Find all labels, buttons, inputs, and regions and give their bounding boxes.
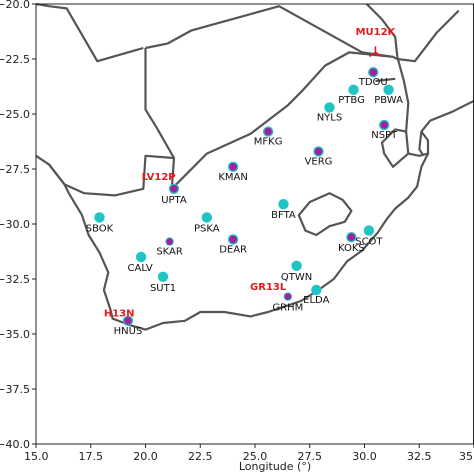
station-marker-cyan	[157, 271, 169, 282]
x-tick-label: 35	[459, 450, 473, 463]
station-label: SCOT	[355, 237, 383, 248]
y-tick-label: −27.5	[0, 163, 30, 176]
station-label: DEAR	[219, 244, 247, 255]
station-label: TDOU	[358, 77, 388, 88]
station-label: VERG	[305, 156, 333, 167]
country-border	[48, 154, 175, 197]
country-border	[144, 48, 176, 189]
station-label: SUT1	[150, 283, 176, 294]
station-label: KOKS	[338, 243, 365, 254]
highlight-marker	[369, 51, 376, 58]
station-marker-cyan	[201, 212, 213, 223]
country-border	[171, 51, 394, 190]
station-marker-cyan	[311, 284, 322, 296]
station-label-layer: TDOU PTBG PBWA NYLS NSPT MFKG VERG KMAN UPTA BFTA…	[86, 27, 403, 337]
station-marker-magenta	[229, 235, 237, 244]
country-border	[392, 9, 460, 63]
station-label: PSKA	[194, 223, 220, 234]
x-tick-label: 20.0	[133, 450, 158, 463]
station-marker-cyan	[94, 212, 105, 223]
station-marker-magenta	[166, 238, 173, 245]
x-axis-title: Longitude (°)	[239, 460, 311, 473]
station-marker-magenta	[369, 68, 378, 76]
y-tick-label: −35.0	[0, 328, 30, 341]
country-border	[35, 2, 144, 63]
station-label: ELDA	[303, 295, 329, 306]
station-marker-layer	[94, 46, 394, 326]
y-tick-label: −20.0	[0, 0, 30, 11]
station-marker-magenta	[284, 293, 292, 300]
coastline	[35, 99, 474, 331]
station-label: SKAR	[156, 247, 183, 258]
station-marker-magenta	[124, 317, 132, 325]
station-marker-magenta	[264, 127, 272, 136]
y-tick-label: −30.0	[0, 218, 30, 231]
station-label: PTBG	[338, 95, 365, 106]
station-label: UPTA	[161, 195, 187, 206]
country-border	[380, 128, 410, 168]
station-label: BFTA	[271, 210, 296, 221]
x-tick-label: 15.0	[24, 450, 49, 463]
x-tick-label: 25.0	[243, 450, 268, 463]
highlight-station-label: LV12P	[142, 172, 176, 183]
x-tick-label: 30.0	[352, 450, 377, 463]
station-label: NSPT	[371, 130, 398, 141]
station-marker-cyan	[291, 260, 302, 271]
station-marker-magenta	[229, 163, 237, 171]
station-label: CALV	[128, 263, 153, 274]
highlight-station-label: GR13L	[250, 282, 287, 293]
station-marker-cyan	[383, 84, 394, 96]
x-tick-label: 27.5	[298, 450, 323, 463]
coastline	[418, 131, 425, 157]
country-border	[396, 56, 429, 157]
highlight-station-label: MU12K	[356, 27, 397, 38]
station-marker-cyan	[135, 251, 147, 263]
station-label: NYLS	[317, 112, 343, 123]
station-marker-magenta	[380, 121, 389, 129]
station-marker-magenta	[170, 185, 178, 193]
station-marker-cyan	[278, 199, 289, 210]
station-label: GRHM	[272, 303, 303, 314]
country-border	[375, 77, 396, 83]
highlight-station-label: H13N	[104, 308, 135, 319]
land-layer	[35, 2, 474, 331]
station-label: MFKG	[254, 137, 283, 148]
station-label: QTWN	[281, 272, 312, 283]
axis-ticks: 15.0 17.5 20.0 22.5 25.0 27.5 30.0 32.5 35 −20.0 −…	[0, 0, 474, 463]
station-marker-magenta	[314, 147, 323, 156]
y-tick-label: −32.5	[0, 273, 30, 286]
station-marker-cyan	[363, 225, 375, 236]
station-label: HNUS	[114, 326, 143, 337]
x-tick-label: 22.5	[188, 450, 213, 463]
station-marker-cyan	[324, 102, 335, 113]
y-tick-label: −22.5	[0, 53, 30, 66]
station-marker-magenta	[347, 233, 356, 241]
highlight-marker	[375, 51, 382, 58]
y-tick-label: −40.0	[0, 438, 30, 451]
station-label: PBWA	[374, 95, 403, 106]
station-marker-cyan	[348, 84, 359, 96]
y-tick-label: −37.5	[0, 383, 30, 396]
country-border	[365, 3, 399, 57]
station-label: KMAN	[218, 172, 248, 183]
x-tick-label: 32.5	[407, 450, 432, 463]
x-tick-label: 17.5	[79, 450, 104, 463]
y-tick-label: −25.0	[0, 108, 30, 121]
lesotho-border	[297, 192, 353, 237]
station-label: SBOK	[86, 223, 114, 234]
